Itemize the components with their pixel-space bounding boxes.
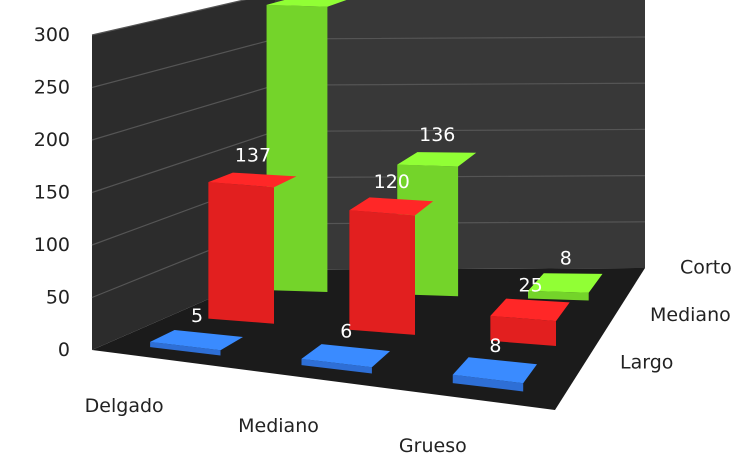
y-tick-label: 150	[34, 182, 70, 204]
bar	[150, 330, 243, 356]
bar-front	[528, 290, 589, 301]
y-tick-label: 0	[58, 339, 70, 361]
data-label: 137	[235, 145, 271, 167]
bar-top	[208, 172, 297, 188]
bar	[528, 273, 603, 301]
bar	[301, 344, 390, 374]
data-label: 136	[419, 124, 455, 146]
chart-bars	[150, 0, 603, 392]
bar	[490, 298, 570, 346]
data-label: 8	[560, 248, 572, 270]
x-axis-categories: Delgado Mediano Grueso	[85, 395, 467, 457]
data-labels: 299136813712025568	[191, 124, 572, 357]
bar	[452, 357, 537, 392]
data-label: 8	[489, 335, 501, 357]
data-label: 6	[340, 320, 352, 342]
bar-top	[528, 273, 603, 293]
depth-series-label: Largo	[620, 351, 673, 373]
x-category-label: Delgado	[85, 395, 164, 417]
bar-front	[208, 182, 274, 324]
bar-front	[452, 374, 524, 392]
bar-front	[150, 341, 221, 356]
data-label: 5	[191, 305, 203, 327]
bar-top	[266, 0, 347, 7]
bar-front	[266, 4, 328, 293]
depth-axis-series: Largo Mediano Corto	[620, 257, 732, 374]
bar-top	[150, 330, 243, 351]
bar	[349, 197, 434, 335]
y-tick-label: 200	[34, 129, 70, 151]
bar	[208, 172, 297, 324]
bar-top	[490, 298, 570, 322]
y-tick-label: 250	[34, 77, 70, 99]
data-label: 25	[518, 274, 542, 296]
y-tick-label: 50	[46, 287, 70, 309]
depth-series-label: Mediano	[650, 304, 731, 326]
bar-front	[301, 358, 372, 374]
bar-front	[490, 315, 556, 346]
y-tick-label: 100	[34, 234, 70, 256]
y-axis-ticks: 0 50 100 150 200 250 300	[34, 24, 70, 361]
x-category-label: Mediano	[238, 415, 319, 437]
bar-top	[349, 197, 434, 216]
depth-series-label: Corto	[680, 257, 732, 279]
bar-top	[397, 152, 477, 167]
chart-back-wall	[275, 0, 645, 270]
y-tick-label: 300	[34, 24, 70, 46]
bar-front	[349, 210, 415, 335]
bar-top	[452, 357, 537, 384]
x-category-label: Grueso	[399, 435, 467, 457]
data-label: 120	[374, 171, 410, 193]
bar-top	[301, 344, 390, 368]
gridline	[91, 0, 247, 36]
